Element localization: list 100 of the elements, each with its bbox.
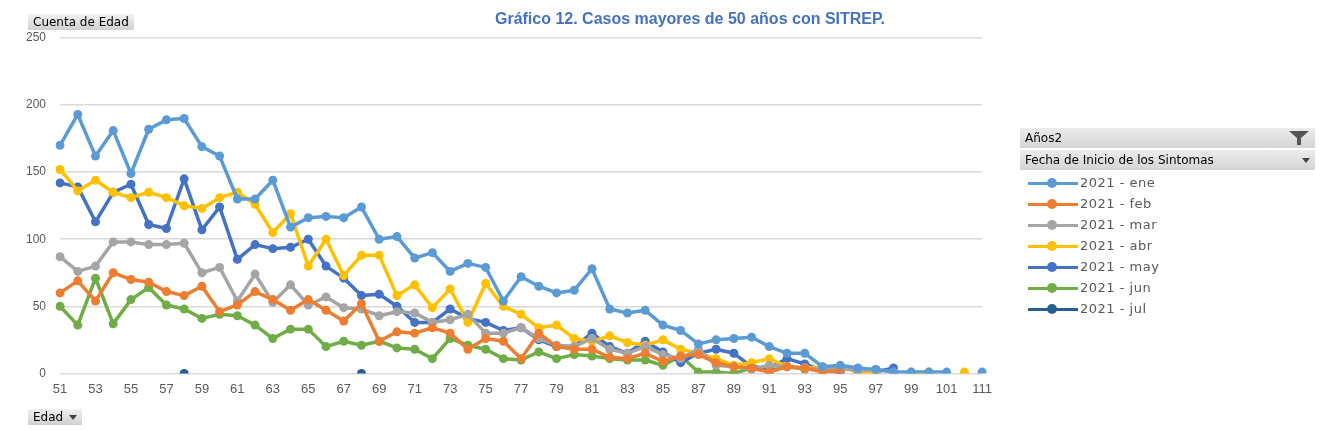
point bbox=[179, 304, 189, 314]
x-tick-label: 81 bbox=[584, 380, 600, 396]
point bbox=[161, 287, 171, 297]
point bbox=[605, 331, 615, 341]
point bbox=[392, 232, 402, 242]
point bbox=[445, 284, 455, 294]
text: Años2 bbox=[1025, 131, 1063, 145]
point bbox=[516, 272, 526, 282]
point bbox=[410, 344, 420, 354]
point bbox=[90, 151, 100, 161]
point bbox=[339, 336, 349, 346]
x-tick-label: 89 bbox=[726, 380, 742, 396]
point bbox=[374, 234, 384, 244]
legend-label: 2021 - abr bbox=[1080, 238, 1153, 253]
point bbox=[161, 115, 171, 125]
point bbox=[339, 316, 349, 326]
point bbox=[410, 317, 420, 327]
point bbox=[374, 289, 384, 299]
y-tick-label: 0 bbox=[39, 365, 47, 380]
y-tick-label: 50 bbox=[32, 298, 47, 313]
point bbox=[356, 202, 366, 212]
point bbox=[90, 273, 100, 283]
point bbox=[942, 367, 952, 374]
x-tick-label: 55 bbox=[123, 380, 139, 396]
point bbox=[250, 240, 260, 250]
point bbox=[605, 304, 615, 314]
x-tick-label: 53 bbox=[88, 380, 103, 396]
point bbox=[658, 335, 668, 345]
point bbox=[161, 224, 171, 234]
point bbox=[161, 300, 171, 310]
point bbox=[711, 335, 721, 345]
point bbox=[427, 248, 437, 258]
point bbox=[463, 258, 473, 268]
x-tick-label: 59 bbox=[194, 380, 210, 396]
point bbox=[197, 225, 207, 235]
point bbox=[73, 276, 83, 286]
point bbox=[339, 213, 349, 223]
point bbox=[303, 324, 313, 334]
legend-title: Fecha de Inicio de los Sintomas bbox=[1025, 153, 1214, 167]
x-tick-label: 73 bbox=[442, 380, 458, 396]
point bbox=[374, 311, 384, 321]
point bbox=[303, 234, 313, 244]
point bbox=[197, 268, 207, 278]
x-tick-label: 93 bbox=[797, 380, 813, 396]
point bbox=[197, 203, 207, 213]
point bbox=[410, 308, 420, 318]
point bbox=[587, 264, 597, 274]
point bbox=[463, 309, 473, 319]
point bbox=[445, 266, 455, 276]
point bbox=[321, 234, 331, 244]
y-tick-label: 100 bbox=[25, 231, 47, 246]
point bbox=[179, 114, 189, 123]
legend-label: 2021 - jun bbox=[1080, 280, 1152, 295]
point bbox=[144, 124, 154, 134]
point bbox=[782, 348, 792, 358]
point bbox=[534, 328, 544, 338]
point bbox=[410, 280, 420, 290]
point bbox=[729, 334, 739, 344]
x-tick-label: 69 bbox=[371, 380, 387, 396]
point bbox=[179, 201, 189, 211]
point bbox=[622, 338, 632, 348]
point bbox=[374, 250, 384, 260]
point bbox=[250, 269, 260, 279]
point bbox=[463, 344, 473, 354]
point bbox=[286, 222, 296, 232]
point bbox=[144, 277, 154, 287]
x-tick-label: 101 bbox=[935, 380, 958, 396]
point bbox=[427, 303, 437, 313]
point bbox=[427, 354, 437, 364]
x-tick-label: 63 bbox=[265, 380, 281, 396]
point bbox=[356, 299, 366, 309]
x-tick-label: 61 bbox=[230, 380, 245, 396]
point bbox=[108, 268, 118, 278]
point bbox=[552, 288, 562, 298]
point bbox=[55, 252, 65, 262]
point bbox=[286, 305, 296, 315]
point bbox=[516, 309, 526, 319]
point bbox=[729, 348, 739, 358]
point bbox=[764, 342, 774, 352]
point bbox=[250, 287, 260, 297]
point bbox=[232, 254, 242, 264]
point bbox=[569, 334, 579, 344]
point bbox=[197, 142, 207, 152]
point bbox=[481, 262, 491, 272]
point bbox=[303, 295, 313, 305]
legend-label: 2021 - mar bbox=[1080, 217, 1158, 232]
x-tick-label: 79 bbox=[549, 380, 564, 396]
point bbox=[658, 356, 668, 366]
legend-label: 2021 - feb bbox=[1080, 196, 1152, 211]
point bbox=[552, 354, 562, 364]
point bbox=[303, 261, 313, 271]
y-axis-title: Cuenta de Edad bbox=[28, 14, 134, 30]
point bbox=[747, 332, 757, 342]
point bbox=[90, 175, 100, 185]
point bbox=[693, 367, 703, 374]
point bbox=[126, 179, 136, 189]
point bbox=[144, 187, 154, 197]
point bbox=[640, 305, 650, 315]
point bbox=[232, 300, 242, 310]
point bbox=[392, 307, 402, 317]
